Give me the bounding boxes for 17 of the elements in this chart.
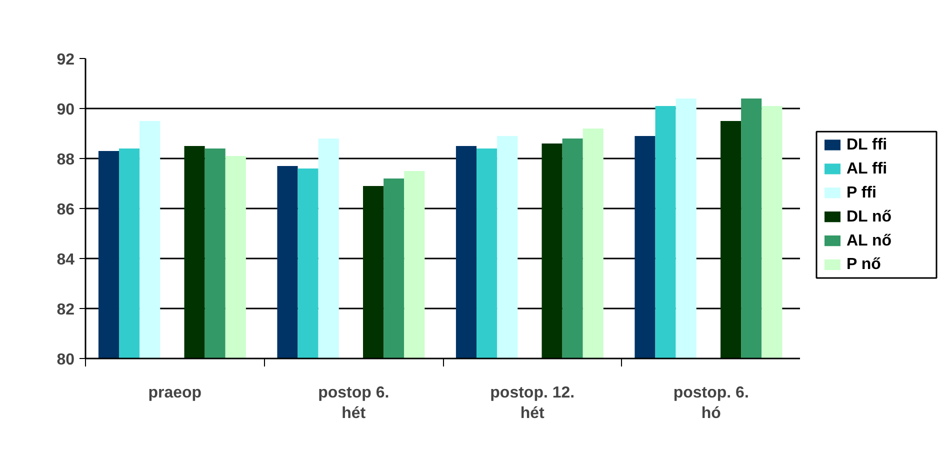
x-tick-label: praeop: [148, 384, 202, 402]
y-tick-label: 92: [56, 52, 75, 68]
y-tick-label: 88: [56, 152, 75, 168]
x-tick-label: postop 6. hét: [318, 384, 390, 422]
legend-label: AL ffi: [846, 160, 888, 178]
y-tick-label: 86: [56, 202, 75, 218]
legend-label: DL ffi: [846, 136, 888, 154]
x-tick-label: postop. 6. hó: [673, 384, 749, 422]
y-tick-label: 90: [56, 102, 75, 118]
y-tick-label: 82: [56, 302, 75, 318]
legend-label: P nő: [846, 256, 882, 274]
y-tick-label: 84: [56, 252, 75, 268]
x-tick-label: postop. 12. hét: [490, 384, 575, 422]
legend-label: AL nő: [846, 232, 892, 250]
y-tick-label: 80: [56, 352, 75, 368]
legend-label: DL nő: [846, 208, 892, 226]
legend-label: P ffi: [846, 184, 876, 202]
